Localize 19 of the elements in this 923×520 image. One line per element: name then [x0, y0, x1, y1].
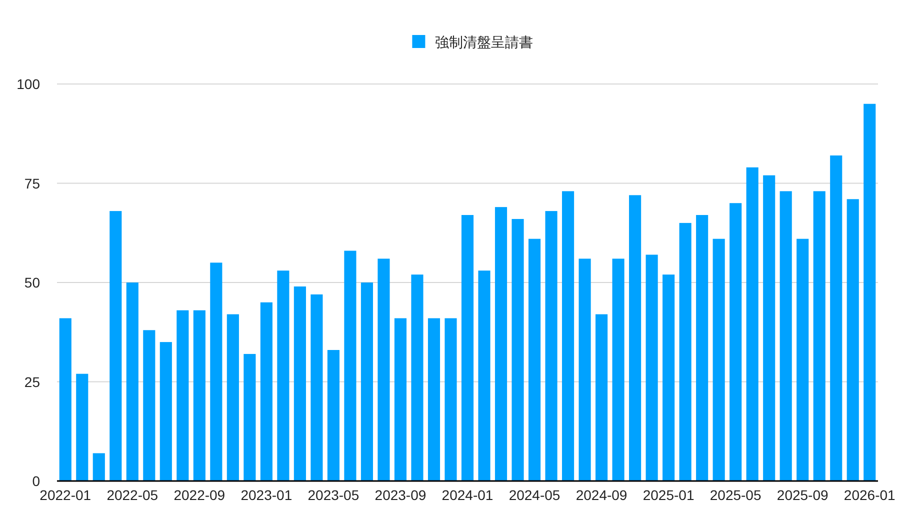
x-tick-label: 2024-01 [442, 487, 494, 503]
y-tick-label: 25 [24, 374, 40, 390]
legend-label: 強制清盤呈請書 [435, 34, 534, 50]
x-tick-label: 2022-05 [106, 487, 158, 503]
y-tick-label: 100 [16, 76, 40, 92]
x-tick-label: 2022-01 [40, 487, 92, 503]
x-tick-label: 2025-05 [710, 487, 762, 503]
x-tick-label: 2024-05 [508, 487, 560, 503]
x-tick-label: 2023-05 [308, 487, 360, 503]
x-tick-label: 2025-09 [776, 487, 828, 503]
x-tick-label: 2023-01 [240, 487, 292, 503]
x-tick-label: 2022-09 [174, 487, 226, 503]
y-tick-label: 75 [24, 175, 40, 192]
x-tick-label: 2025-01 [642, 487, 694, 503]
x-tick-label: 2023-09 [374, 487, 426, 503]
x-tick-label: 2024-09 [576, 487, 628, 503]
x-tick-label: 2026-01 [844, 487, 896, 503]
y-tick-label: 0 [32, 473, 40, 489]
y-tick-label: 50 [24, 274, 40, 290]
